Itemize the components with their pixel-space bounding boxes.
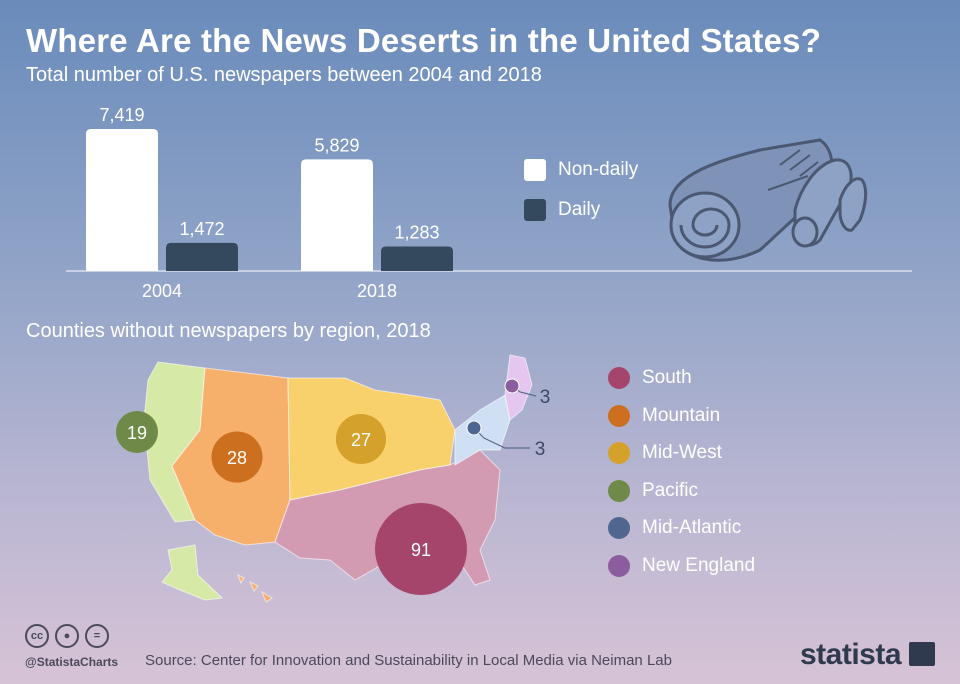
legend-item-mountain: Mountain bbox=[608, 404, 721, 427]
legend-dot bbox=[608, 479, 630, 502]
bar bbox=[86, 129, 158, 271]
region-bubble bbox=[211, 431, 263, 483]
legend-swatch bbox=[524, 199, 546, 221]
statista-logo-mark bbox=[909, 642, 935, 666]
equals-icon: = bbox=[85, 624, 109, 648]
legend-label: Non-daily bbox=[558, 159, 639, 180]
legend-dot bbox=[608, 554, 630, 577]
region-bubble bbox=[115, 410, 159, 454]
bubble-label: 28 bbox=[227, 448, 247, 468]
map-region-alaska bbox=[161, 544, 224, 601]
source-note: Source: Center for Innovation and Sustai… bbox=[145, 652, 672, 669]
chart-title: Where Are the News Deserts in the United… bbox=[26, 22, 822, 59]
map-region-hawaii bbox=[237, 573, 273, 603]
map-region-midatlantic bbox=[454, 394, 511, 466]
legend-dot bbox=[608, 442, 630, 464]
legend-label: Pacific bbox=[642, 479, 698, 501]
legend-item-pacific: Pacific bbox=[608, 479, 698, 502]
statista-logo: statista bbox=[800, 638, 902, 671]
data-label: 1,283 bbox=[394, 222, 439, 242]
map-section-title: Counties without newspapers by region, 2… bbox=[26, 320, 431, 342]
license-icons: cc ● = bbox=[25, 624, 109, 648]
legend-dot bbox=[608, 367, 630, 389]
legend-dot bbox=[608, 517, 630, 539]
legend-label: Mid-Atlantic bbox=[642, 517, 742, 538]
legend-label: New England bbox=[642, 554, 756, 576]
data-label: 5,829 bbox=[314, 135, 359, 155]
region-bubble bbox=[375, 503, 467, 595]
legend-label: Mid-West bbox=[642, 442, 722, 463]
newspaper-icon bbox=[668, 138, 868, 262]
person-icon: ● bbox=[55, 624, 79, 648]
bubble-label: 19 bbox=[127, 423, 147, 443]
bubble-label: 3 bbox=[535, 439, 546, 460]
us-map bbox=[143, 354, 533, 603]
legend-item-non-daily: Non-daily bbox=[524, 159, 638, 181]
region-bubble bbox=[466, 420, 482, 436]
bar-chart: 7,419 1,472 2004 5,829 1,283 2018 bbox=[66, 105, 912, 301]
x-tick-label: 2004 bbox=[142, 281, 182, 301]
legend-swatch bbox=[524, 159, 546, 181]
bar bbox=[166, 242, 238, 271]
data-label: 7,419 bbox=[99, 105, 144, 125]
chart-subtitle: Total number of U.S. newspapers between … bbox=[26, 64, 542, 86]
legend-label: Daily bbox=[558, 199, 601, 220]
legend-item-daily: Daily bbox=[524, 199, 600, 221]
legend-label: Mountain bbox=[642, 404, 721, 426]
bar bbox=[301, 159, 373, 271]
bubble-label: 3 bbox=[540, 387, 551, 408]
legend-dot bbox=[608, 404, 630, 427]
bubble-label: 91 bbox=[411, 540, 431, 560]
legend-item-mid-west: Mid-West bbox=[608, 442, 722, 464]
data-label: 1,472 bbox=[179, 219, 224, 239]
legend-item-south: South bbox=[608, 367, 692, 389]
legend-item-mid-atlantic: Mid-Atlantic bbox=[608, 517, 741, 539]
legend-label: South bbox=[642, 367, 692, 388]
x-tick-label: 2018 bbox=[357, 281, 397, 301]
region-bubble bbox=[504, 378, 520, 394]
bubble-label: 27 bbox=[351, 430, 371, 450]
legend-item-new-england: New England bbox=[608, 554, 756, 577]
bar bbox=[381, 246, 453, 271]
region-bubble bbox=[335, 413, 387, 465]
region-bubbles: 91 28 27 19 3 3 bbox=[115, 378, 551, 595]
cc-icon: cc bbox=[25, 624, 49, 648]
social-handle: @StatistaCharts bbox=[25, 655, 119, 669]
